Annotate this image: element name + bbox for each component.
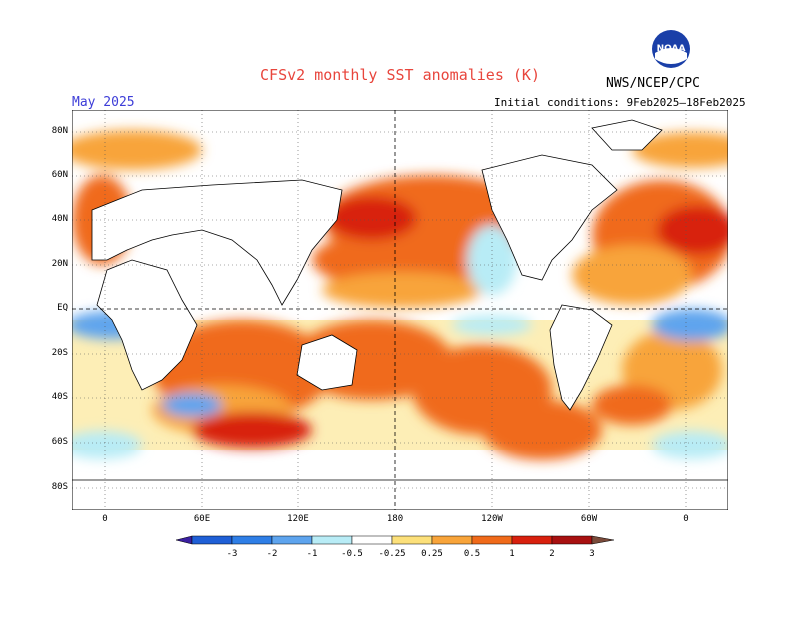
lat-label: 80N: [51, 126, 68, 136]
lon-label: 60E: [193, 514, 211, 524]
lat-label: 20N: [51, 259, 68, 269]
lon-label: 180: [386, 514, 404, 524]
colorbar-arrow-low: [175, 535, 193, 545]
colorbar-tick-label: 2: [549, 549, 554, 559]
lat-label: 40S: [51, 392, 68, 402]
colorbar-tick-label: -2: [267, 549, 278, 559]
colorbar-swatch: [311, 535, 353, 545]
colorbar-swatch: [271, 535, 313, 545]
colorbar-swatch: [551, 535, 593, 545]
equator-dateline: [72, 110, 728, 510]
colorbar-swatch: [391, 535, 433, 545]
lat-label: 80S: [51, 482, 68, 492]
colorbar-tick-label: 0.25: [421, 549, 443, 559]
colorbar-tick-label: 3: [589, 549, 594, 559]
colorbar-tick-label: -1: [307, 549, 318, 559]
lat-label: 60S: [51, 437, 68, 447]
lat-label: 40N: [51, 214, 68, 224]
lat-label: 60N: [51, 170, 68, 180]
colorbar-legend: -3 -2 -1 -0.5 -0.25 0.25 0.5 1 2 3: [175, 535, 615, 559]
lon-label: 0: [102, 514, 108, 524]
lat-lon-grid: [72, 110, 728, 510]
lon-label: 120E: [287, 514, 309, 524]
colorbar-swatch: [431, 535, 473, 545]
colorbar-tick-label: -0.25: [378, 549, 405, 559]
colorbar-tick-label: 1: [509, 549, 514, 559]
colorbar-swatch: [471, 535, 513, 545]
lat-label: 20S: [51, 348, 68, 358]
colorbar-arrow-high: [591, 535, 615, 545]
noaa-logo: [651, 29, 691, 69]
continent-outlines: [72, 119, 728, 510]
colorbar-tick-label: -0.5: [341, 549, 363, 559]
lon-label: 0: [683, 514, 689, 524]
colorbar-tick-label: 0.5: [464, 549, 480, 559]
lon-label: 60W: [580, 514, 598, 524]
colorbar-tick-label: -3: [227, 549, 238, 559]
lon-label: 120W: [481, 514, 503, 524]
colorbar-swatch: [191, 535, 233, 545]
forecast-month: May 2025: [72, 95, 135, 110]
organization-label: NWS/NCEP/CPC: [606, 76, 700, 91]
initial-conditions: Initial conditions: 9Feb2025–18Feb2025: [494, 96, 746, 109]
colorbar-swatch: [351, 535, 393, 545]
colorbar-swatch: [511, 535, 553, 545]
map-title: CFSv2 monthly SST anomalies (K): [260, 66, 540, 84]
colorbar-swatch: [231, 535, 273, 545]
sst-anomaly-map: [72, 110, 728, 510]
lat-label: EQ: [57, 303, 68, 313]
